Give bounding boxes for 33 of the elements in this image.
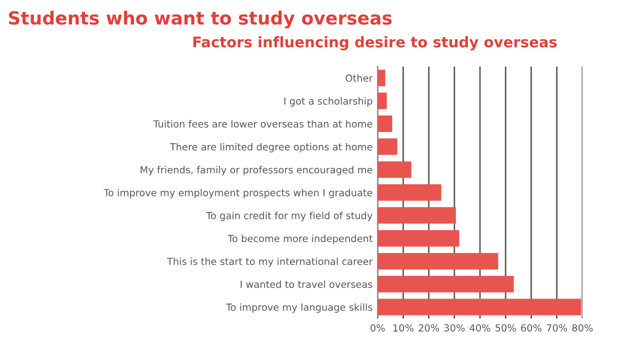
x-tick-label: 20% <box>418 324 440 332</box>
chart-subtitle: Factors influencing desire to study overseas <box>193 36 557 50</box>
text: Students who want to study overseas <box>8 10 392 28</box>
y-tick-label: Other <box>346 74 373 82</box>
bar <box>378 230 460 247</box>
y-tick-label: To gain credit for my field of study <box>206 212 372 222</box>
y-tick-label: This is the start to my international career <box>166 258 373 267</box>
y-tick-label: I wanted to travel overseas <box>240 280 372 288</box>
x-tick-label: 60% <box>521 324 542 332</box>
bar <box>378 161 412 178</box>
x-tick-label: 70% <box>546 324 568 332</box>
bar <box>378 92 387 110</box>
y-tick-label: There are limited degree options at home <box>170 142 372 152</box>
y-tick-label: To improve my employment prospects when I graduate <box>104 188 372 198</box>
x-tick-label: 10% <box>393 324 414 332</box>
bar <box>378 207 456 224</box>
y-tick-label: To improve my language skills <box>226 303 372 313</box>
bar <box>378 276 514 292</box>
bar <box>378 138 398 155</box>
y-tick-label: My friends, family or professors encouraged me <box>140 166 372 176</box>
x-tick-label: 80% <box>572 324 593 332</box>
x-tick-label: 40% <box>470 324 490 332</box>
bar <box>378 184 442 201</box>
y-tick-label: Tuition fees are lower overseas than at home <box>153 120 372 128</box>
bar <box>378 298 582 316</box>
y-tick-label: To become more independent <box>228 234 372 244</box>
x-tick-label: 50% <box>496 324 516 332</box>
x-tick-label: 0% <box>370 324 385 332</box>
bar <box>378 116 392 132</box>
bar <box>378 252 498 270</box>
y-tick-label: I got a scholarship <box>284 97 372 107</box>
x-tick-label: 30% <box>444 324 465 332</box>
bar <box>378 70 386 86</box>
